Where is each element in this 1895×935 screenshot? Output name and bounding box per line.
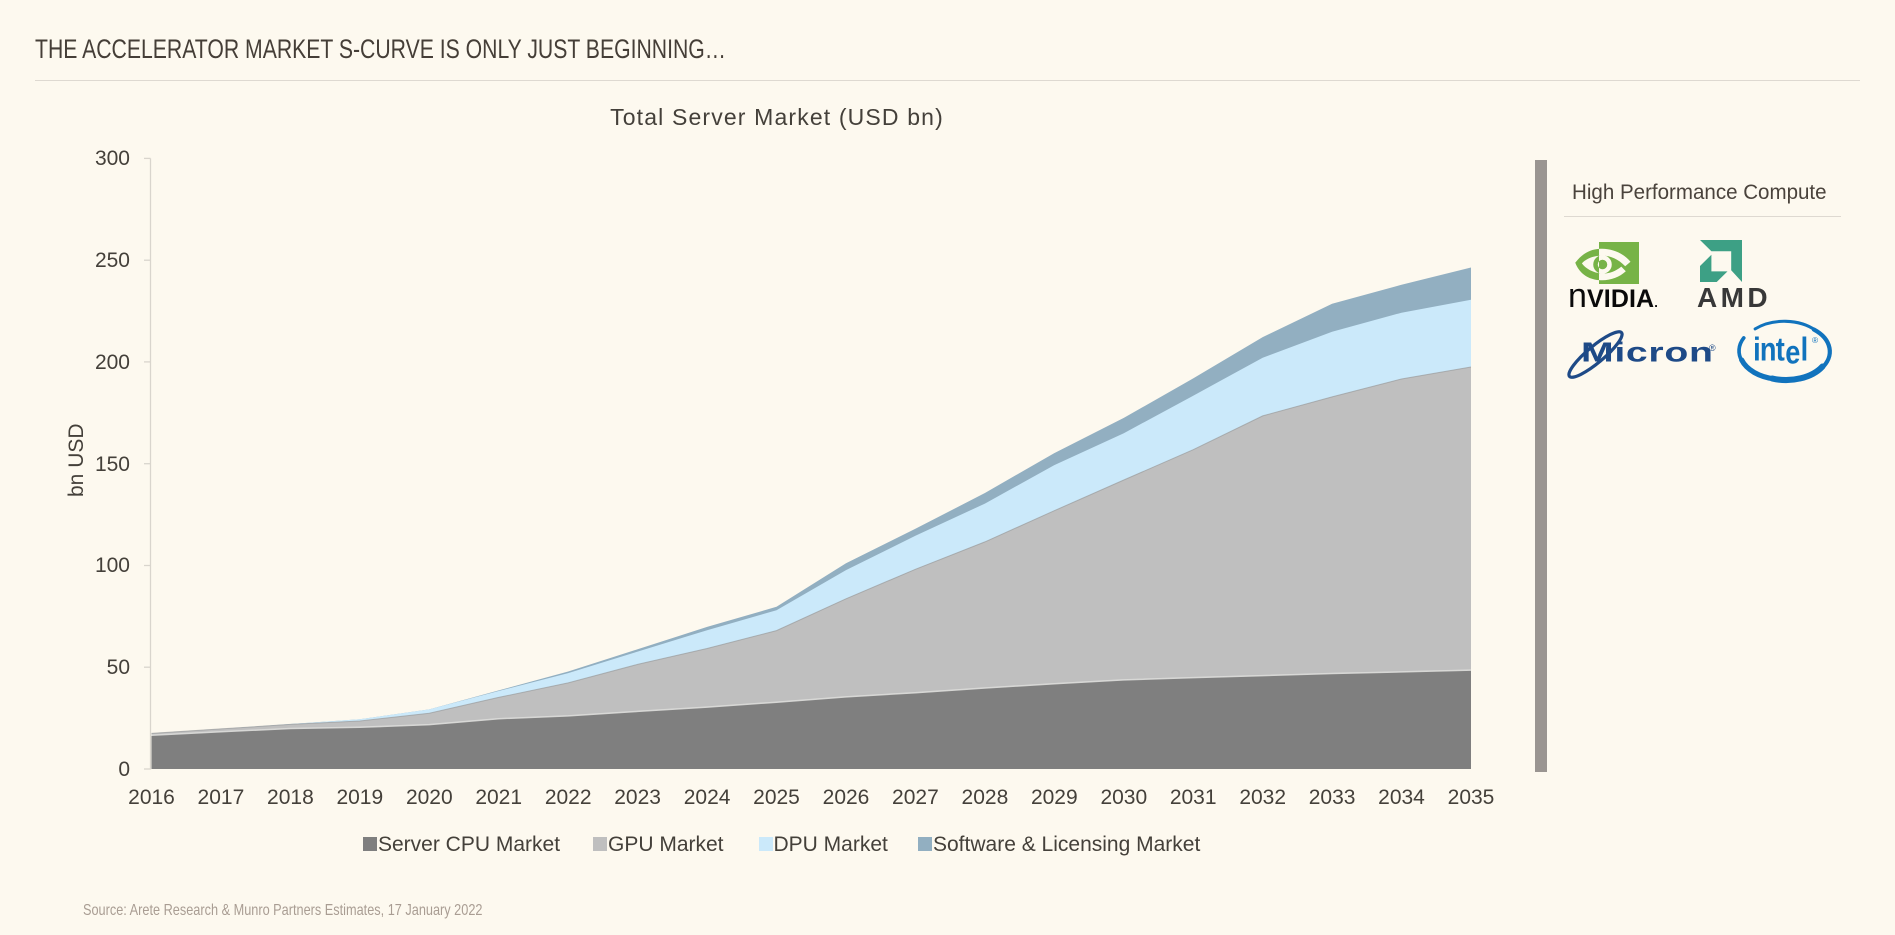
svg-text:®: ® [1812, 336, 1818, 345]
svg-text:e: e [1785, 335, 1800, 371]
svg-text:l: l [1801, 332, 1809, 368]
svg-text:Micron: Micron [1581, 337, 1714, 368]
svg-text:int: int [1753, 332, 1785, 368]
svg-text:®: ® [1709, 343, 1716, 353]
svg-text:AMD: AMD [1697, 282, 1771, 311]
